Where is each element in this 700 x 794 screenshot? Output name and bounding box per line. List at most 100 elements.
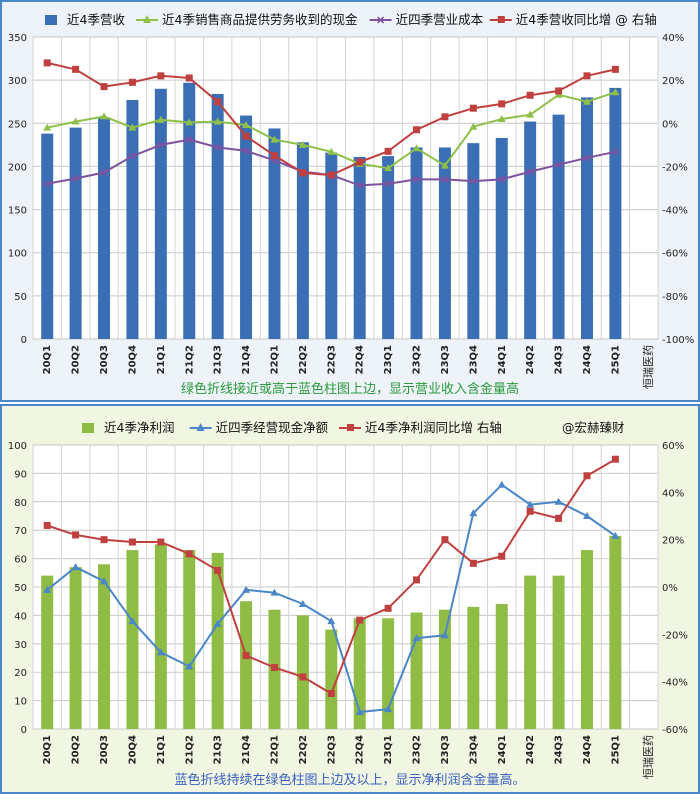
triangle-marker — [128, 123, 137, 131]
triangle-marker — [526, 500, 535, 508]
square-marker — [413, 126, 421, 134]
legend-swatch — [82, 423, 94, 433]
triangle-marker — [355, 707, 364, 715]
triangle-marker — [71, 563, 80, 571]
x-tick-label: 21Q3 — [213, 735, 224, 764]
bar — [98, 564, 111, 729]
triangle-marker — [213, 117, 222, 125]
square-marker — [356, 158, 364, 166]
legend-label: 近4季营收 — [67, 12, 125, 27]
bar — [154, 544, 167, 729]
bar — [211, 93, 224, 339]
triangle-marker — [611, 88, 620, 96]
bar — [126, 99, 139, 339]
square-marker — [299, 673, 307, 681]
legend-label: 近四季经营现金净额 — [216, 420, 329, 435]
square-marker — [611, 455, 619, 463]
x-marker — [441, 175, 449, 183]
triangle-marker — [242, 121, 251, 129]
y-left-tick-label: 350 — [8, 33, 27, 44]
bar — [126, 550, 139, 729]
triangle-marker — [497, 114, 506, 122]
triangle-marker — [100, 112, 109, 120]
bar — [154, 88, 167, 340]
y-left-tick-label: 40 — [14, 611, 27, 622]
bar — [98, 117, 111, 339]
square-marker — [384, 147, 392, 155]
x-marker — [242, 147, 250, 155]
y-left-tick-label: 50 — [14, 292, 27, 303]
y-left-tick-label: 60 — [14, 555, 27, 566]
square-marker — [270, 663, 278, 671]
bar — [325, 629, 338, 729]
x-tick-label: 23Q4 — [468, 345, 479, 374]
x-tick-label: 24Q3 — [554, 735, 565, 764]
bar — [296, 142, 309, 339]
y-left-tick-label: 150 — [8, 206, 27, 217]
triangle-marker — [185, 118, 194, 126]
y-left-tick-label: 200 — [8, 162, 27, 173]
x-tick-label: 21Q2 — [184, 735, 195, 764]
bar — [467, 143, 480, 339]
square-marker — [128, 78, 136, 86]
y-right-tick-label: 0% — [662, 583, 678, 594]
x-tick-label: 25Q1 — [610, 735, 621, 764]
triangle-marker — [270, 588, 279, 596]
triangle-marker — [213, 619, 222, 627]
y-right-tick-label: -40% — [662, 206, 688, 217]
triangle-marker — [327, 617, 336, 625]
x-tick-label: 23Q3 — [440, 345, 451, 374]
y-right-tick-label: -80% — [662, 292, 688, 303]
x-tick-label: 24Q4 — [582, 345, 593, 374]
x-tick-label: 23Q1 — [383, 735, 394, 764]
triangle-marker — [298, 140, 307, 148]
x-marker — [157, 141, 165, 149]
y-right-tick-label: 60% — [662, 441, 684, 452]
triangle-marker — [384, 705, 393, 713]
legend-label: 近4季净利润 — [104, 420, 174, 435]
y-right-tick-label: -20% — [662, 162, 688, 173]
x-tick-label: 24Q4 — [582, 735, 593, 764]
y-left-tick-label: 30 — [14, 640, 27, 651]
square-marker — [214, 98, 222, 106]
x-marker — [185, 136, 193, 144]
square-marker — [299, 169, 307, 177]
bar — [495, 137, 508, 339]
bar — [382, 618, 395, 729]
y-right-tick-label: -60% — [662, 249, 688, 260]
y-right-tick-label: -60% — [662, 725, 688, 736]
square-marker — [441, 536, 449, 544]
x-tick-label: 24Q3 — [554, 345, 565, 374]
legend-marker — [347, 424, 354, 431]
triangle-marker — [270, 135, 279, 143]
y-left-tick-label: 0 — [21, 335, 27, 346]
triangle-marker — [384, 164, 393, 172]
square-marker — [270, 152, 278, 160]
chart-svg: 0 10 20 30 40 50 60 70 80 90 100 -60% -40% -20% 0% 20% 4… — [8, 420, 688, 788]
legend-marker — [377, 16, 385, 24]
x-tick-label: 21Q2 — [184, 345, 195, 374]
x-tick-label: 22Q1 — [269, 345, 280, 374]
y-left-tick-label: 20 — [14, 668, 27, 679]
square-marker — [43, 521, 51, 529]
square-marker — [583, 72, 591, 80]
bar — [211, 552, 224, 729]
company-watermark: 恒瑞医药 — [641, 345, 655, 389]
y-right-tick-label: -100% — [662, 335, 694, 346]
square-marker — [100, 83, 108, 91]
triangle-marker — [156, 648, 165, 656]
x-tick-label: 25Q1 — [610, 345, 621, 374]
triangle-marker — [128, 617, 137, 625]
y-left-tick-label: 10 — [14, 697, 27, 708]
y-left-tick-label: 80 — [14, 498, 27, 509]
square-marker — [498, 100, 506, 108]
bar — [69, 567, 82, 729]
x-tick-label: 20Q2 — [71, 735, 82, 764]
x-tick-label: 21Q4 — [241, 345, 252, 374]
y-left-tick-label: 100 — [8, 249, 27, 260]
x-tick-label: 20Q3 — [99, 735, 110, 764]
credit-label: @宏赫臻财 — [562, 420, 625, 435]
triangle-marker — [440, 161, 449, 169]
triangle-marker — [242, 585, 251, 593]
x-marker — [611, 148, 619, 156]
